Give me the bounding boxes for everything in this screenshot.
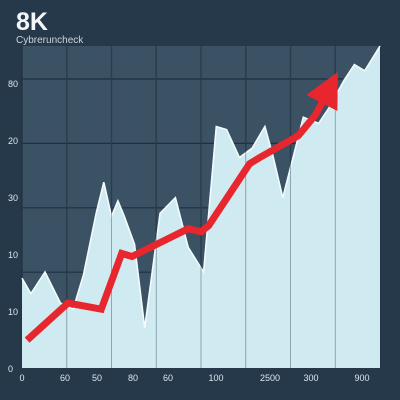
x-tick-label: 0 [19, 373, 24, 383]
y-tick-label: 30 [8, 193, 18, 203]
y-tick-label: 20 [8, 136, 18, 146]
area-edge-line [21, 45, 381, 328]
x-tick-label: 300 [303, 373, 318, 383]
x-tick-label: 50 [92, 373, 102, 383]
x-tick-label: 900 [354, 373, 369, 383]
chart-title: 8K [16, 8, 48, 36]
x-tick-label: 60 [163, 373, 173, 383]
x-tick-label: 60 [60, 373, 70, 383]
x-tick-label: 100 [208, 373, 223, 383]
x-tick-label: 2500 [260, 373, 280, 383]
y-tick-label: 10 [8, 307, 18, 317]
chart-subtitle: Cybreruncheck [16, 35, 84, 46]
y-tick-label: 80 [8, 79, 18, 89]
y-tick-label: 0 [8, 364, 13, 374]
x-tick-label: 80 [128, 373, 138, 383]
y-tick-label: 10 [8, 250, 18, 260]
trend-arrow [24, 71, 338, 343]
